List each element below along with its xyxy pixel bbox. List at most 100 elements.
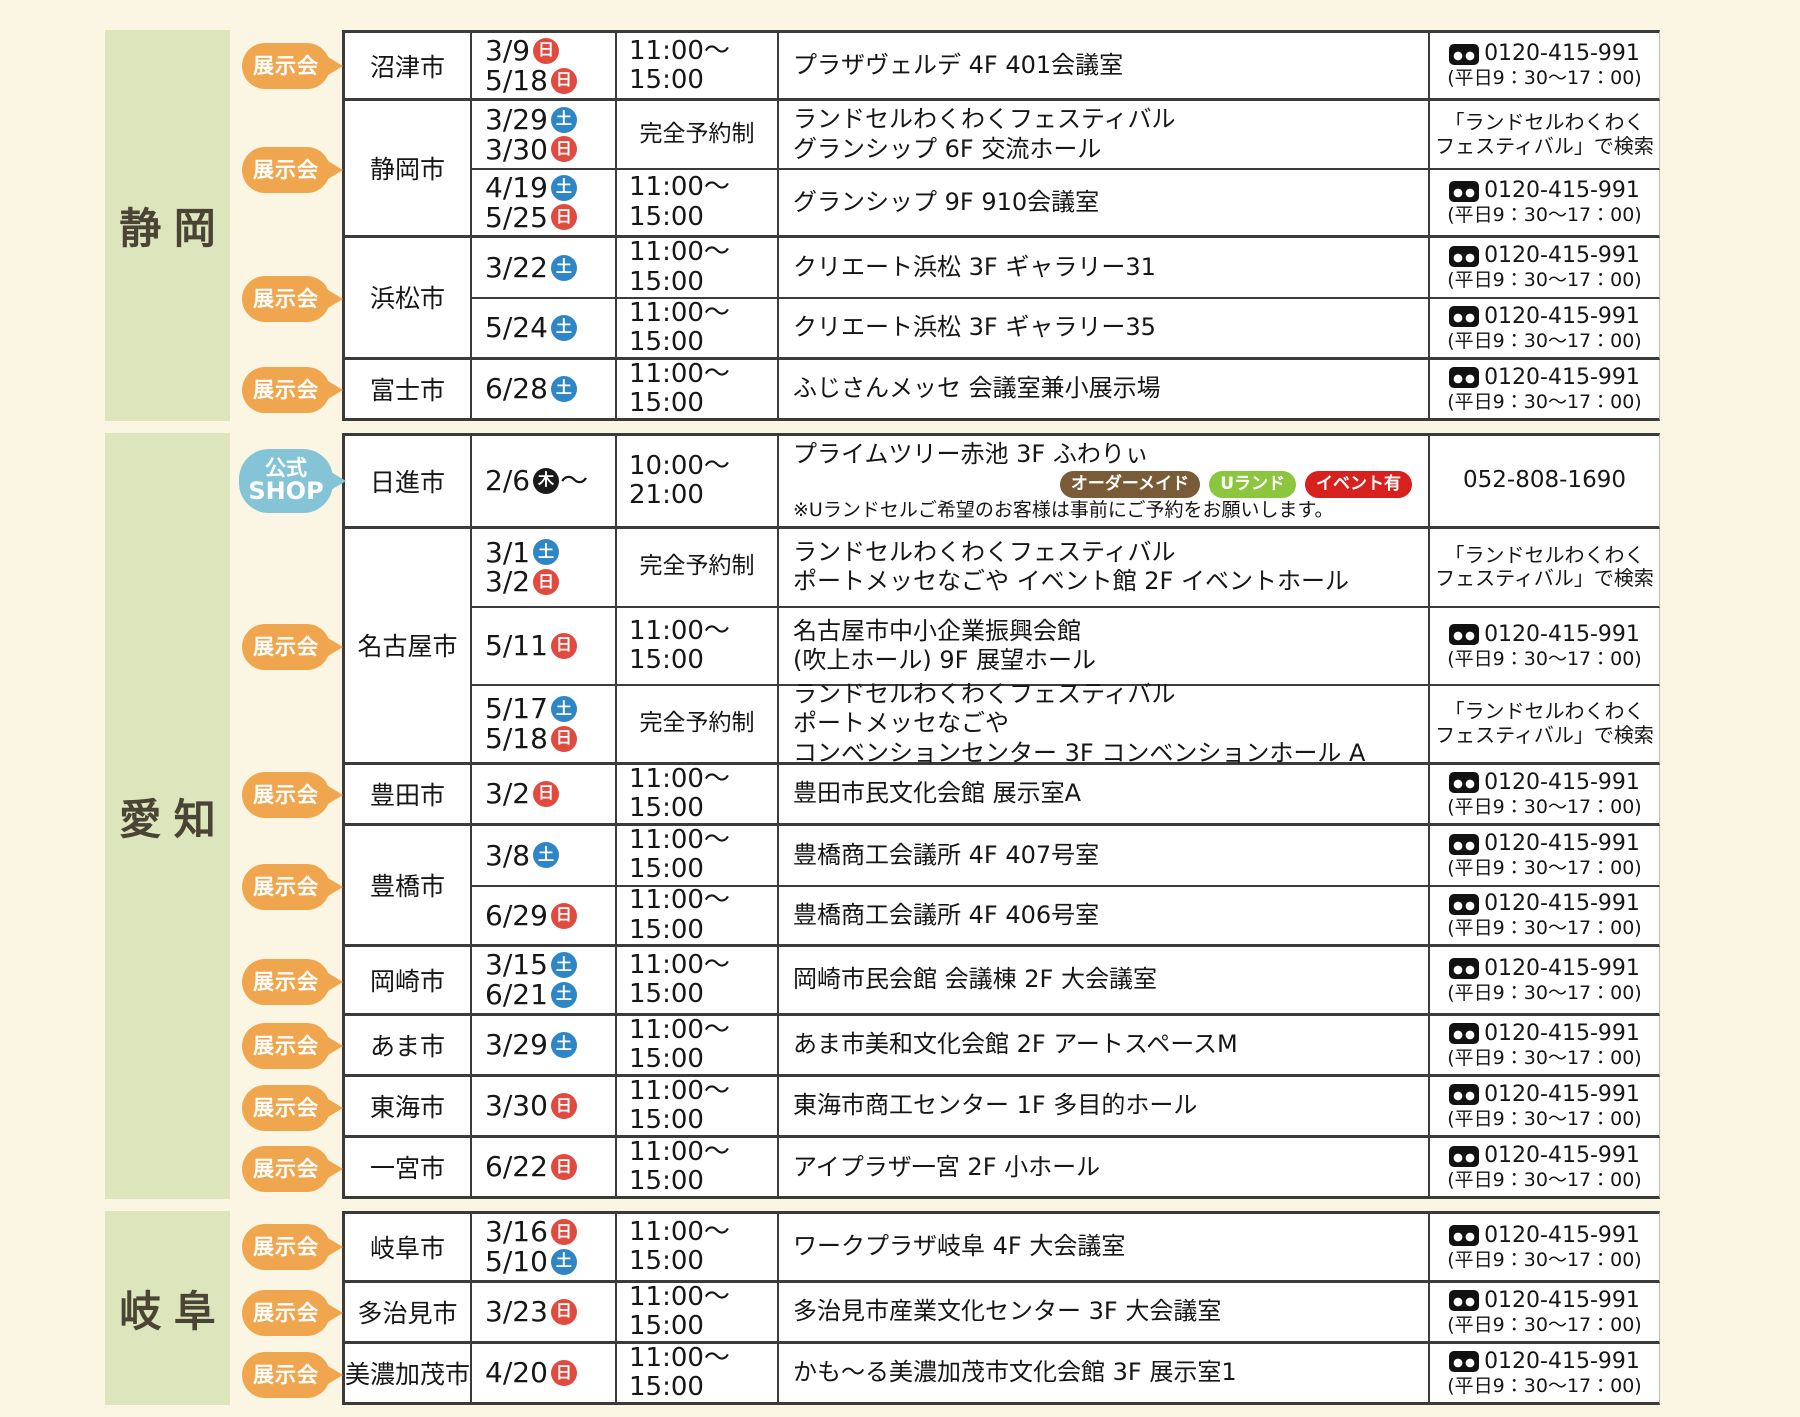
phone-value: 0120-415-991 [1484, 41, 1640, 67]
day-of-week-badge: 日 [550, 902, 577, 929]
badge-label: 展示会 [253, 874, 319, 899]
date-cell: 3/30 日 [472, 1077, 617, 1139]
time-cell: 11:00～ 15:00 [617, 298, 779, 360]
venue-cell: ランドセルわくわくフェスティバル ポートメッセなごや イベント館 2F イベントホ… [779, 528, 1430, 608]
date-value: 3/29 [485, 1028, 548, 1062]
phone-hours: (平日9：30～17：00) [1447, 981, 1642, 1004]
date-value: 3/2 [485, 777, 531, 811]
phone-value: 0120-415-991 [1484, 303, 1640, 329]
time-cell: 11:00～ 15:00 [617, 238, 779, 299]
venue-cell: プラザヴェルデ 4F 401会議室 [779, 30, 1430, 102]
events-column: 3/2 日 11:00～ 15:00 豊田市民文化会館 展示室A 0120-415-991… [472, 764, 1660, 826]
day-of-week-badge: 土 [550, 696, 577, 723]
day-of-week-badge: 土 [550, 952, 577, 979]
search-instruction: 「ランドセルわくわく [1444, 699, 1645, 724]
date-cell: 3/2 日 [472, 764, 617, 826]
date-line: 3/16 日 [485, 1217, 615, 1247]
date-line: 3/23 日 [485, 1297, 615, 1327]
time-cell: 完全予約制 [617, 686, 779, 765]
prefecture-section: 静岡 展示会 沼津市 3/9 日 5/18 日 11:00～ 15:00 プラザヴェルデ 4F 4… [105, 30, 1660, 421]
day-of-week-badge: 土 [550, 1248, 577, 1275]
day-of-week-badge: 土 [550, 1031, 577, 1058]
venue-name: ランドセルわくわくフェスティバル [793, 105, 1176, 134]
time-cell: 11:00～ 15:00 [617, 30, 779, 102]
date-line: 6/22 日 [485, 1152, 615, 1182]
venue-cell: 豊田市民文化会館 展示室A [779, 764, 1430, 826]
badge-cell: 展示会 [230, 101, 342, 238]
venue-name: 岡崎市民会館 会議棟 2F 大会議室 [793, 965, 1157, 994]
city-group-row: 展示会 沼津市 3/9 日 5/18 日 11:00～ 15:00 プラザヴェルデ 4F 401… [230, 30, 1660, 102]
date-cell: 6/22 日 [472, 1138, 617, 1200]
events-column: 6/28 土 11:00～ 15:00 ふじさんメッセ 会議室兼小展示場 0120-415… [472, 359, 1660, 421]
freedial-phone-icon [1449, 1023, 1480, 1045]
date-value: 5/18 [485, 721, 548, 755]
day-of-week-badge: 木 [533, 467, 560, 494]
date-value: 4/19 [485, 170, 548, 204]
venue-cell: アイプラザ一宮 2F 小ホール [779, 1138, 1430, 1200]
contact-cell: 0120-415-991 (平日9：30～17：00) [1430, 764, 1660, 826]
venue-cell: 岡崎市民会館 会議棟 2F 大会議室 [779, 947, 1430, 1016]
freedial-phone-icon [1449, 43, 1480, 65]
venue-cell: かも～る美濃加茂市文化会館 3F 展示室1 [779, 1344, 1430, 1406]
time-cell: 10:00～ 21:00 [617, 432, 779, 529]
section-body: 展示会 沼津市 3/9 日 5/18 日 11:00～ 15:00 プラザヴェルデ 4F 401… [230, 30, 1660, 421]
day-of-week-badge: 日 [550, 725, 577, 752]
venue-name: グランシップ 9F 910会議室 [793, 187, 1100, 216]
phone-value: 0120-415-991 [1484, 1287, 1640, 1313]
contact-cell: 0120-415-991 (平日9：30～17：00) [1430, 1282, 1660, 1344]
badge-label: 展示会 [253, 378, 319, 403]
badge-cell: 展示会 [230, 529, 342, 765]
search-instruction: フェスティバル」で検索 [1435, 133, 1654, 158]
badge-cell: 展示会 [230, 1211, 342, 1282]
phone-hours: (平日9：30～17：00) [1447, 1107, 1642, 1130]
phone-hours: (平日9：30～17：00) [1447, 390, 1642, 413]
phone-number: 0120-415-991 [1449, 41, 1640, 67]
phone-value: 0120-415-991 [1484, 955, 1640, 981]
city-name: 日進市 [342, 432, 472, 529]
badge-cell: 公式 SHOP [230, 433, 342, 529]
venue-cell: 東海市商工センター 1F 多目的ホール [779, 1077, 1430, 1139]
event-row: 3/29 土 11:00～ 15:00 あま市美和文化会館 2F アートスペースM 012… [472, 1015, 1660, 1077]
city-name: 浜松市 [342, 238, 472, 360]
date-value: 3/23 [485, 1295, 548, 1329]
venue-name: 多治見市産業文化センター 3F 大会議室 [793, 1297, 1222, 1326]
badge-label: 展示会 [253, 157, 319, 182]
time-line: 11:00～ [629, 35, 730, 66]
city-name: 岡崎市 [342, 947, 472, 1016]
phone-value: 0120-415-991 [1484, 1081, 1640, 1107]
time-cell: 完全予約制 [617, 528, 779, 608]
venue-cell: 豊橋商工会議所 4F 406号室 [779, 886, 1430, 948]
date-cell: 3/29 土 3/30 日 [472, 101, 617, 170]
date-line: 6/29 日 [485, 901, 615, 931]
city-group-row: 展示会 東海市 3/30 日 11:00～ 15:00 東海市商工センター 1F 多目的ホー… [230, 1076, 1660, 1139]
exhibition-badge: 展示会 [242, 1023, 330, 1070]
date-cell: 3/8 土 [472, 826, 617, 887]
date-line: 4/19 土 [485, 173, 615, 203]
event-row: 3/9 日 5/18 日 11:00～ 15:00 プラザヴェルデ 4F 401会議室 012… [472, 30, 1660, 102]
exhibition-badge: 展示会 [242, 42, 330, 89]
day-of-week-badge: 日 [550, 67, 577, 94]
phone-value: 0120-415-991 [1484, 831, 1640, 857]
exhibition-badge: 展示会 [242, 1084, 330, 1131]
phone-number: 0120-415-991 [1449, 1223, 1640, 1249]
exhibition-badge: 展示会 [242, 1224, 330, 1271]
venue-note: ※Uランドセルご希望のお客様は事前にご予約をお願いします。 [793, 499, 1334, 522]
date-line: 5/17 土 [485, 694, 615, 724]
badge-label: 展示会 [253, 1034, 319, 1059]
badge-label: 展示会 [253, 1301, 319, 1326]
city-group-row: 展示会 岡崎市 3/15 土 6/21 土 11:00～ 15:00 岡崎市民会館 会議棟 2F… [230, 947, 1660, 1016]
date-value: 6/22 [485, 1150, 548, 1184]
badge-label: 展示会 [253, 286, 319, 311]
event-row: 3/15 土 6/21 土 11:00～ 15:00 岡崎市民会館 会議棟 2F 大会議室 0… [472, 947, 1660, 1016]
date-cell: 3/16 日 5/10 土 [472, 1211, 617, 1283]
phone-value: 052-808-1690 [1463, 467, 1626, 494]
contact-cell: 0120-415-991 (平日9：30～17：00) [1430, 947, 1660, 1016]
day-of-week-badge: 土 [533, 842, 560, 869]
events-column: 3/9 日 5/18 日 11:00～ 15:00 プラザヴェルデ 4F 401会議室 012… [472, 30, 1660, 102]
venue-cell: 豊橋商工会議所 4F 407号室 [779, 826, 1430, 887]
day-of-week-badge: 日 [533, 569, 560, 596]
venue-name: ポートメッセなごや [793, 709, 1009, 738]
phone-number: 0120-415-991 [1449, 770, 1640, 796]
time-cell: 11:00～ 15:00 [617, 764, 779, 826]
freedial-phone-icon [1449, 180, 1480, 202]
